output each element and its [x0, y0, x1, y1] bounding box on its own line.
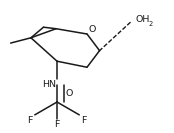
Text: OH: OH [135, 15, 150, 24]
Text: 2: 2 [148, 21, 153, 27]
Text: F: F [82, 116, 87, 125]
Text: HN: HN [42, 80, 56, 89]
Text: O: O [66, 89, 73, 98]
Text: F: F [27, 116, 33, 125]
Text: F: F [54, 120, 60, 129]
Text: O: O [89, 25, 96, 34]
